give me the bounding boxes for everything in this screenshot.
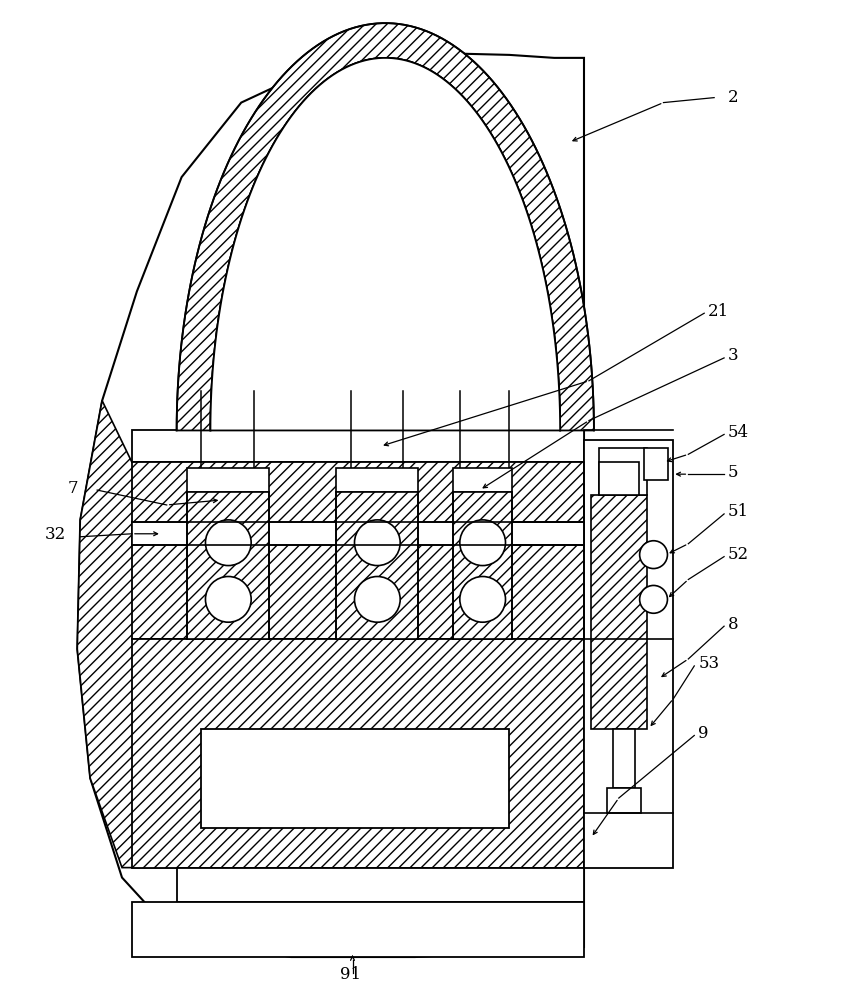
Text: 2: 2 [728,89,739,106]
Polygon shape [177,23,594,430]
Circle shape [640,541,667,569]
Circle shape [460,520,505,566]
Polygon shape [599,448,647,495]
Polygon shape [606,788,641,813]
Polygon shape [132,462,584,639]
Text: 54: 54 [728,424,749,441]
Text: 5: 5 [728,464,739,481]
Polygon shape [186,522,269,545]
Text: 32: 32 [45,526,66,543]
Polygon shape [202,729,509,828]
Text: 8: 8 [728,616,739,633]
Polygon shape [186,468,269,492]
Circle shape [205,520,251,566]
Polygon shape [177,868,584,902]
Polygon shape [132,639,584,868]
Circle shape [460,577,505,622]
Polygon shape [132,902,584,957]
Polygon shape [77,53,584,957]
Polygon shape [453,492,513,639]
Text: 51: 51 [728,503,749,520]
Text: 21: 21 [708,303,729,320]
Polygon shape [336,468,418,492]
Polygon shape [77,401,177,868]
Circle shape [640,585,667,613]
Text: 91: 91 [340,966,361,983]
Text: 3: 3 [728,347,739,364]
Polygon shape [336,522,418,545]
Polygon shape [612,729,635,788]
Polygon shape [210,58,560,430]
Circle shape [355,520,400,566]
Polygon shape [336,492,418,639]
Polygon shape [132,522,584,545]
Circle shape [205,577,251,622]
Text: 52: 52 [728,546,749,563]
Polygon shape [186,492,269,639]
Polygon shape [584,440,673,868]
Text: 9: 9 [698,725,709,742]
Text: 53: 53 [698,655,719,672]
Polygon shape [453,468,513,492]
Polygon shape [132,430,584,462]
Text: 7: 7 [67,480,78,497]
Circle shape [355,577,400,622]
Polygon shape [599,462,638,495]
Polygon shape [643,448,668,480]
Polygon shape [591,495,647,729]
